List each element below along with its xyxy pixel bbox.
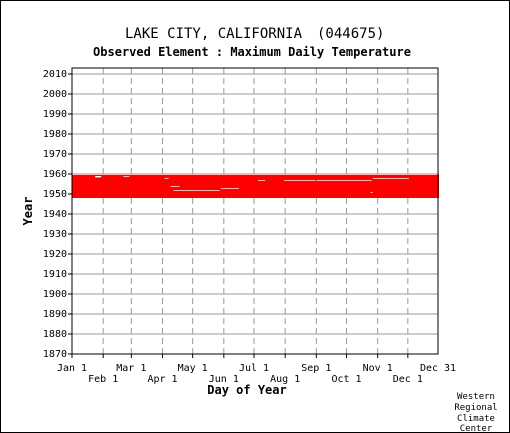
y-tick-label: 1900 [43,289,67,300]
x-axis-ticks: Jan 1 Mar 1 May 1 Jul 1 Sep 1 Nov 1 Dec 31 Feb … [57,354,456,385]
y-tick-label: 1880 [43,329,67,340]
data-gap [284,180,316,181]
y-tick-label: 2000 [43,89,67,100]
data-layer [72,174,440,199]
data-gap [370,192,373,193]
y-axis-ticks: 1870 1880 1890 1900 1910 1920 1930 1940 1950 1960… [43,69,72,360]
y-tick-label: 1980 [43,129,67,140]
y-tick-label: 2010 [43,69,67,80]
x-tick-label: Feb 1 [88,374,118,385]
x-tick-label: Apr 1 [147,374,177,385]
x-tick-label: Nov 1 [363,363,393,374]
data-gap [95,176,102,178]
data-gap [416,198,423,199]
data-gap [173,190,220,191]
y-tick-label: 1940 [43,209,67,220]
data-gap [220,188,239,189]
x-tick-label: Sep 1 [301,363,331,374]
x-tick-label: Oct 1 [331,374,361,385]
station-title: LAKE CITY, CALIFORNIA [125,26,303,42]
grid-lines [72,68,438,355]
x-axis-title: Day of Year [207,383,286,397]
data-gap [164,178,169,179]
x-tick-label: May 1 [178,363,208,374]
element-subtitle: Observed Element : Maximum Daily Tempera… [93,45,411,59]
y-tick-label: 1930 [43,229,67,240]
y-tick-label: 1970 [43,149,67,160]
plot-area-border [71,67,439,355]
credit-line-4: Center [460,424,493,433]
x-tick-label: Mar 1 [116,363,146,374]
data-band [72,174,440,198]
y-tick-label: 1950 [43,189,67,200]
data-gap [170,186,180,187]
y-tick-label: 1910 [43,269,67,280]
y-tick-label: 1920 [43,249,67,260]
credit-block: Western Regional Climate Center [454,392,497,433]
data-gap [123,176,130,177]
y-axis-title: Year [21,197,35,226]
data-gap [372,178,409,179]
y-tick-label: 1990 [43,109,67,120]
x-tick-label: Jul 1 [239,363,269,374]
x-tick-label: Dec 31 [420,363,456,374]
credit-line-2: Regional [454,403,497,413]
x-tick-label: Jun 1 [209,374,239,385]
x-tick-label: Jan 1 [57,363,87,374]
x-tick-label: Dec 1 [393,374,423,385]
x-tick-label: Aug 1 [270,374,300,385]
data-gap [72,174,438,175]
y-tick-label: 1870 [43,349,67,360]
y-tick-label: 1890 [43,309,67,320]
credit-line-3: Climate [457,414,495,424]
station-id: (044675) [317,26,384,42]
data-gap [316,180,372,181]
data-gap [258,180,266,181]
credit-line-1: Western [457,392,495,402]
y-tick-label: 1960 [43,169,67,180]
